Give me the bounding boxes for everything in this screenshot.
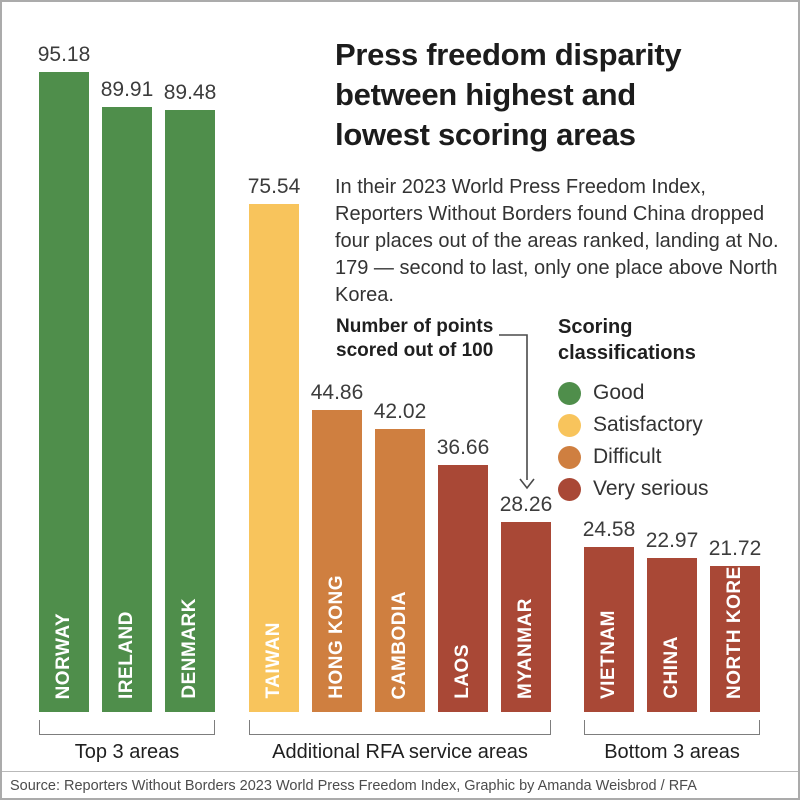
- bar-myanmar: MYANMAR: [501, 522, 551, 712]
- bar-label: HONG KONG: [326, 575, 347, 699]
- intro-paragraph: In their 2023 World Press Freedom Index,…: [335, 176, 779, 306]
- bar-label-wrap: TAIWAN: [249, 204, 299, 699]
- group-label-bottom-3-areas: Bottom 3 areas: [604, 741, 740, 763]
- text-line: Press freedom disparity: [335, 37, 682, 72]
- legend-item-very-serious: Very serious: [558, 473, 709, 505]
- bar-vietnam: VIETNAM: [584, 547, 634, 712]
- group-label-top-3-areas: Top 3 areas: [74, 741, 180, 763]
- bar-label: TAIWAN: [263, 622, 284, 699]
- bar-label-wrap: VIETNAM: [584, 547, 634, 699]
- legend-item-satisfactory: Satisfactory: [558, 409, 709, 441]
- bar-value-china: 22.97: [645, 529, 699, 552]
- bar-value-taiwan: 75.54: [247, 175, 301, 198]
- legend-swatch-icon: [558, 445, 581, 469]
- bar-label: LAOS: [452, 644, 473, 699]
- bar-label-wrap: CAMBODIA: [375, 429, 425, 700]
- page-title: Press freedom disparity between highest a…: [335, 35, 682, 155]
- bar-value-cambodia: 42.02: [373, 400, 427, 423]
- legend-item-label: Good: [593, 381, 645, 404]
- legend: Scoring classifications Good Satisfactory D…: [558, 314, 709, 505]
- legend-item-label: Difficult: [593, 445, 662, 468]
- bar-value-laos: 36.66: [436, 436, 490, 459]
- bar-label: IRELAND: [116, 611, 137, 699]
- bar-value-vietnam: 24.58: [582, 518, 636, 541]
- annotation-arrow-icon: [499, 334, 535, 490]
- legend-title: Scoring classifications: [558, 314, 709, 366]
- bar-value-hong-kong: 44.86: [310, 381, 364, 404]
- text-line: scored out of 100: [336, 340, 494, 361]
- bar-taiwan: TAIWAN: [249, 204, 299, 712]
- legend-swatch-icon: [558, 381, 581, 405]
- bar-value-norway: 95.18: [37, 43, 91, 66]
- bar-label-wrap: HONG KONG: [312, 410, 362, 699]
- bar-label: CHINA: [661, 636, 682, 699]
- legend-swatch-icon: [558, 477, 581, 501]
- bar-label: NORWAY: [53, 612, 74, 699]
- text-line: between highest and: [335, 77, 636, 112]
- bar-label: DENMARK: [179, 598, 200, 699]
- bar-label-wrap: CHINA: [647, 558, 697, 699]
- bar-norway: NORWAY: [39, 72, 89, 712]
- text-line: classifications: [558, 342, 696, 364]
- bar-denmark: DENMARK: [165, 110, 215, 712]
- bar-label-wrap: NORWAY: [39, 72, 89, 699]
- points-annotation: Number of points scored out of 100: [336, 315, 493, 363]
- text-line: lowest scoring areas: [335, 117, 636, 152]
- bar-label-wrap: NORTH KOREA: [710, 566, 760, 699]
- legend-item-good: Good: [558, 377, 709, 409]
- group-bracket: [39, 720, 215, 735]
- bar-label: NORTH KOREA: [724, 566, 745, 699]
- legend-items: Good Satisfactory Difficult Very serious: [558, 377, 709, 505]
- bar-value-north-korea: 21.72: [708, 537, 762, 560]
- bar-china: CHINA: [647, 558, 697, 712]
- bar-value-ireland: 89.91: [100, 78, 154, 101]
- bar-label: MYANMAR: [515, 598, 536, 699]
- legend-swatch-icon: [558, 413, 581, 437]
- bar-value-denmark: 89.48: [163, 81, 217, 104]
- legend-item-label: Satisfactory: [593, 413, 703, 436]
- legend-item-label: Very serious: [593, 477, 709, 500]
- bar-label-wrap: MYANMAR: [501, 522, 551, 699]
- source-credit: Source: Reporters Without Borders 2023 W…: [10, 778, 697, 794]
- group-bracket: [584, 720, 760, 735]
- group-bracket: [249, 720, 551, 735]
- bar-ireland: IRELAND: [102, 107, 152, 712]
- source-divider: [2, 771, 798, 772]
- group-label-additional-rfa-service-areas: Additional RFA service areas: [272, 741, 528, 763]
- bar-label-wrap: DENMARK: [165, 110, 215, 699]
- text-line: Number of points: [336, 316, 494, 337]
- bar-north-korea: NORTH KOREA: [710, 566, 760, 712]
- bar-laos: LAOS: [438, 465, 488, 712]
- bar-label: VIETNAM: [598, 610, 619, 699]
- bar-value-myanmar: 28.26: [499, 493, 553, 516]
- bar-cambodia: CAMBODIA: [375, 429, 425, 712]
- text-line: Scoring: [558, 316, 633, 338]
- bar-hong-kong: HONG KONG: [312, 410, 362, 712]
- legend-item-difficult: Difficult: [558, 441, 709, 473]
- bar-label-wrap: IRELAND: [102, 107, 152, 699]
- bar-label: CAMBODIA: [389, 590, 410, 700]
